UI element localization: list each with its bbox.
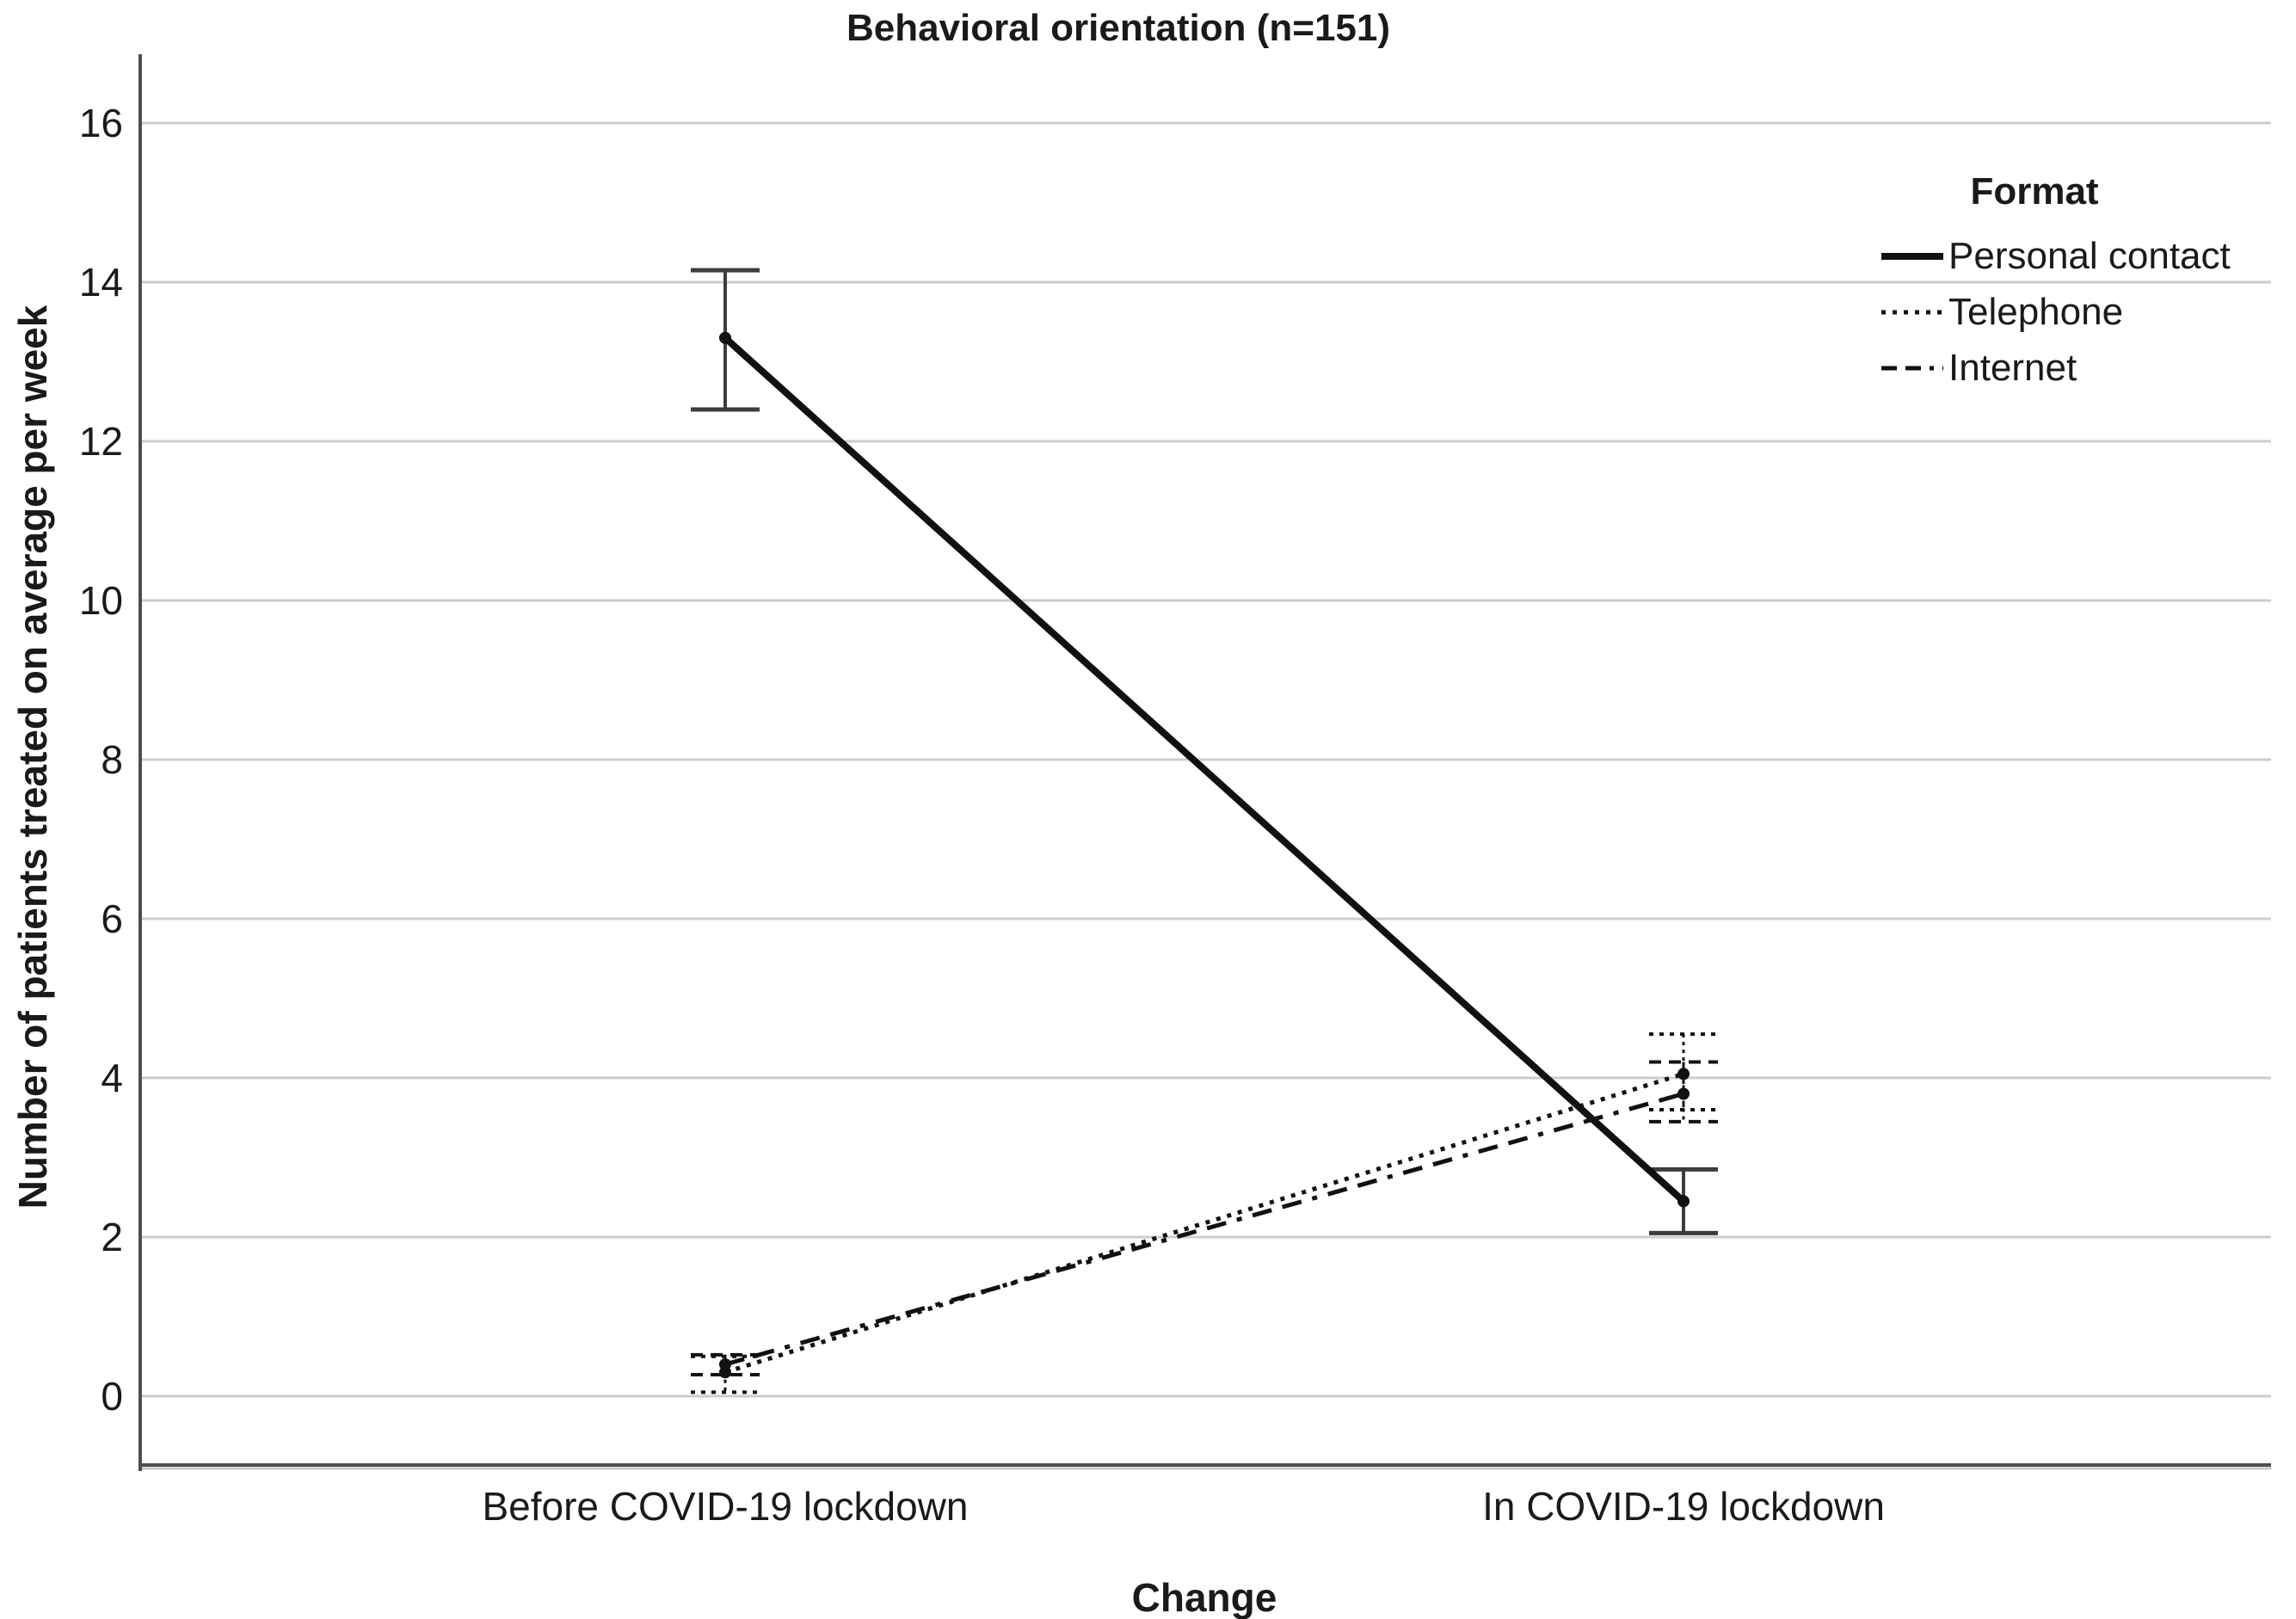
legend-item-personal-contact: Personal contact [1880, 235, 2284, 277]
y-tick-label-0: 0 [101, 1374, 123, 1419]
marker-personal-contact-1 [1677, 1195, 1690, 1208]
series-line-personal-contact [723, 335, 1686, 1204]
series-line-internet [724, 1092, 1684, 1367]
y-tick-label-10: 10 [78, 578, 123, 623]
legend-items: Personal contact Telephone Internet [1880, 235, 2284, 389]
marker-internet-1 [1677, 1087, 1690, 1100]
legend-item-telephone: Telephone [1880, 291, 2284, 333]
marker-telephone-1 [1677, 1068, 1690, 1080]
y-tick-label-4: 4 [101, 1056, 123, 1100]
legend-label-internet: Internet [1948, 347, 2077, 389]
legend-title: Format [1970, 170, 2099, 212]
y-tick-label-2: 2 [101, 1215, 123, 1259]
y-tick-label-16: 16 [78, 101, 123, 145]
series-line-telephone [724, 1071, 1684, 1375]
chart-title: Behavioral orientation (n=151) [846, 7, 1391, 49]
y-tick-label-6: 6 [101, 896, 123, 941]
y-tick-label-8: 8 [101, 737, 123, 782]
legend-swatch-dashed-line [1881, 366, 1943, 371]
x-category-label-1: In COVID-19 lockdown [1482, 1484, 1885, 1529]
legend-item-internet: Internet [1880, 347, 2284, 389]
x-category-label-0: Before COVID-19 lockdown [482, 1484, 969, 1529]
marker-personal-contact-0 [719, 331, 731, 344]
marker-internet-0 [719, 1358, 731, 1370]
legend: Format Personal contact Telephone Internet [1880, 170, 2284, 403]
y-tick-label-12: 12 [78, 419, 123, 464]
legend-swatch-dotted-line [1881, 310, 1943, 315]
legend-label-telephone: Telephone [1948, 291, 2124, 333]
x-axis-label: Change [1131, 1575, 1277, 1619]
legend-label-personal-contact: Personal contact [1948, 235, 2231, 277]
legend-swatch-solid-line [1881, 253, 1943, 260]
y-tick-label-14: 14 [78, 260, 123, 305]
